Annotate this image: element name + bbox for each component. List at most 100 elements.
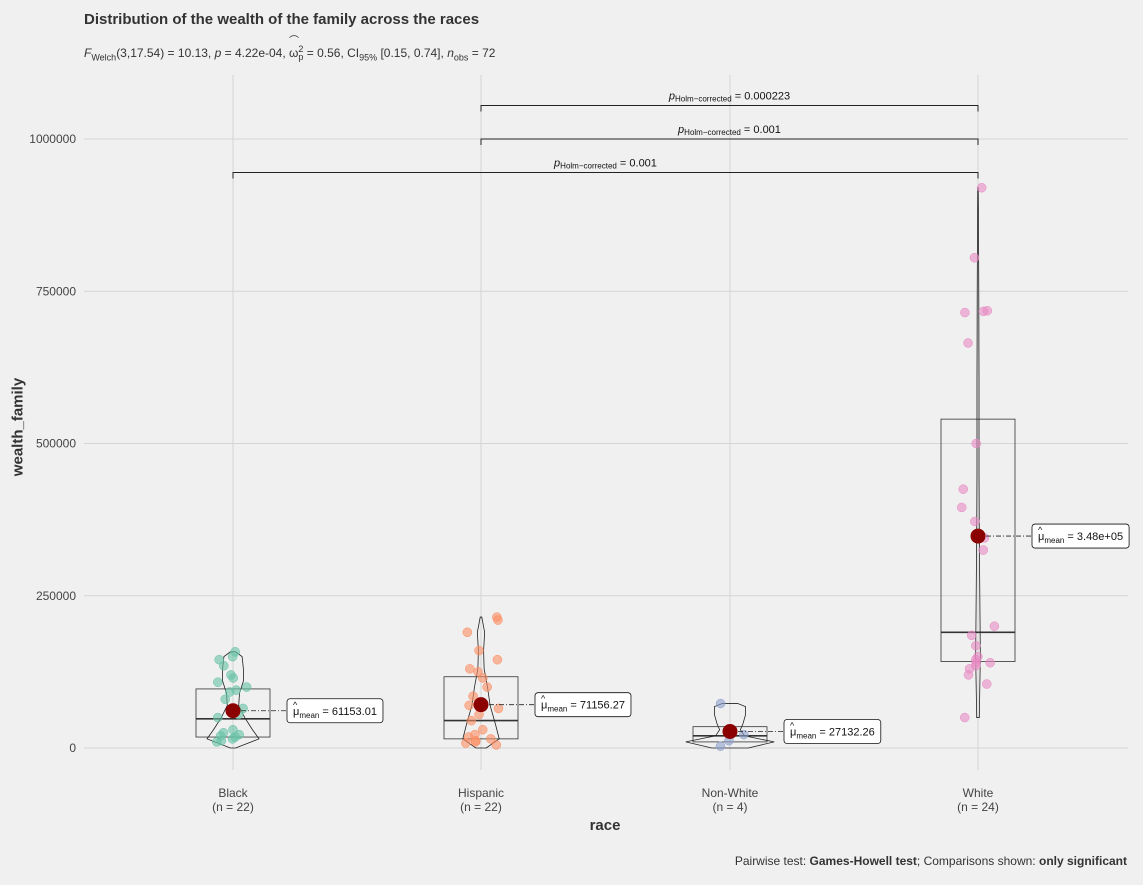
data-point — [739, 729, 749, 740]
x-tick-labels: Black(n = 22)Hispanic(n = 22)Non-White(n… — [212, 786, 999, 814]
mean-label-text: μmean = 3.48e+05 — [1038, 531, 1123, 545]
data-point — [966, 630, 977, 641]
ci-subscript: 95% — [359, 52, 378, 63]
mean-label-text: μmean = 61153.01 — [293, 706, 377, 720]
x-tick-count: (n = 24) — [957, 800, 999, 814]
data-point — [715, 741, 726, 751]
omega-symbol: ω ⌒ 2p — [289, 36, 304, 63]
f-args: (3,17.54) = 10.13, — [116, 46, 215, 60]
data-point — [959, 712, 970, 723]
x-tick-label: Hispanic — [458, 786, 504, 800]
data-point — [466, 715, 477, 726]
n-value: = 72 — [468, 46, 496, 60]
omega-value: = 0.56, CI — [303, 46, 360, 60]
mean-label-box — [1031, 523, 1130, 549]
group-hispanic: μmean = 71156.27^ — [443, 612, 632, 750]
n-symbol: n — [447, 46, 454, 60]
x-tick-label: Black — [218, 786, 248, 800]
comparison-label: pHolm−corrected = 0.001 — [553, 157, 657, 170]
mean-label-box — [286, 698, 384, 724]
mean-label: μmean = 3.48e+05^ — [1031, 523, 1130, 549]
group-black: μmean = 61153.01^ — [195, 647, 384, 749]
mean-hat: ^ — [541, 694, 546, 704]
n-subscript: obs — [453, 52, 469, 63]
data-point — [486, 734, 496, 744]
y-tick-labels: 0 250000 500000 750000 1000000 — [29, 132, 76, 755]
chart-caption: Pairwise test: Games-Howell test; Compar… — [734, 854, 1127, 868]
data-point — [969, 253, 980, 263]
data-point — [491, 740, 502, 750]
data-point — [462, 627, 473, 638]
mean-label: μmean = 27132.26^ — [783, 719, 882, 744]
mean-label-text: μmean = 27132.26 — [790, 726, 875, 740]
y-tick-label: 0 — [69, 741, 76, 755]
y-tick-label: 750000 — [36, 284, 76, 298]
data-point — [492, 654, 503, 665]
mean-label: μmean = 71156.27^ — [534, 692, 632, 718]
data-point — [228, 673, 238, 683]
data-point — [981, 679, 992, 689]
data-point — [958, 484, 968, 494]
mean-label-box — [783, 719, 882, 744]
data-point — [956, 502, 967, 513]
data-point — [989, 621, 1000, 631]
data-point — [225, 687, 235, 697]
data-point — [468, 691, 478, 701]
data-point — [976, 182, 987, 193]
data-point — [219, 661, 229, 671]
data-point — [978, 545, 989, 555]
data-point — [220, 694, 230, 705]
data-point — [478, 673, 488, 683]
data-point — [493, 703, 504, 714]
chart-title: Distribution of the wealth of the family… — [84, 11, 480, 28]
data-point — [230, 647, 240, 657]
f-subscript: Welch — [91, 52, 117, 63]
data-point — [474, 645, 484, 656]
ci-value: [0.15, 0.74], — [377, 46, 448, 60]
x-axis-title: race — [589, 817, 621, 834]
x-tick-label: Non-White — [702, 786, 759, 800]
data-point — [960, 307, 970, 318]
p-symbol: p — [214, 46, 222, 60]
x-tick-count: (n = 22) — [212, 800, 254, 814]
comparison-bracket — [480, 138, 979, 145]
mean-point — [970, 528, 986, 544]
comparison-bracket — [232, 171, 979, 179]
comparison-bracket — [480, 105, 979, 112]
data-point — [213, 712, 223, 723]
y-tick-label: 1000000 — [29, 132, 76, 146]
mean-point — [722, 723, 738, 739]
comparison-brackets: pHolm−corrected = 0.000223 pHolm−correcte… — [232, 91, 979, 179]
data-point — [465, 664, 475, 674]
mean-hat: ^ — [790, 720, 795, 730]
group-non-white: μmean = 27132.26^ — [685, 698, 882, 751]
comparison-label: pHolm−corrected = 0.000223 — [668, 91, 790, 104]
p-value: = 4.22e-04, — [221, 46, 289, 60]
group-white: μmean = 3.48e+05^ — [940, 182, 1130, 723]
data-point — [241, 682, 252, 692]
data-point — [227, 734, 238, 744]
data-point — [963, 338, 973, 348]
data-point — [963, 670, 974, 680]
mean-point — [225, 703, 241, 719]
group-layers: μmean = 61153.01^ μmean = 71156.27^μmean … — [195, 182, 1130, 751]
data-point — [464, 700, 474, 711]
chart-subtitle: FWelch(3,17.54) = 10.13, p = 4.22e-04, ω… — [84, 36, 496, 63]
mean-label-text: μmean = 71156.27 — [541, 700, 625, 714]
data-point — [971, 640, 981, 651]
comparison-label: pHolm−corrected = 0.001 — [677, 124, 781, 137]
mean-hat: ^ — [293, 700, 298, 710]
mean-label: μmean = 61153.01^ — [286, 698, 384, 724]
data-point — [470, 737, 481, 747]
data-point — [461, 738, 471, 748]
data-point — [970, 516, 980, 527]
y-axis-title: wealth_family — [9, 377, 27, 477]
x-tick-count: (n = 4) — [712, 800, 747, 814]
y-tick-label: 250000 — [36, 589, 76, 603]
mean-point — [473, 697, 489, 713]
data-point — [213, 677, 223, 687]
data-point — [212, 737, 222, 747]
mean-label-box — [534, 692, 632, 718]
mean-hat: ^ — [1038, 525, 1043, 535]
y-tick-label: 500000 — [36, 437, 76, 451]
